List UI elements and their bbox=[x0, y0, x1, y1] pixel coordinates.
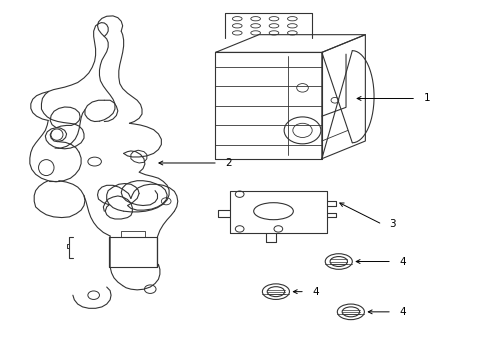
Text: 3: 3 bbox=[389, 219, 395, 229]
Text: 4: 4 bbox=[398, 257, 405, 266]
Text: 2: 2 bbox=[224, 158, 231, 168]
Text: 1: 1 bbox=[423, 94, 429, 103]
Text: 4: 4 bbox=[311, 287, 318, 297]
Text: 4: 4 bbox=[398, 307, 405, 317]
